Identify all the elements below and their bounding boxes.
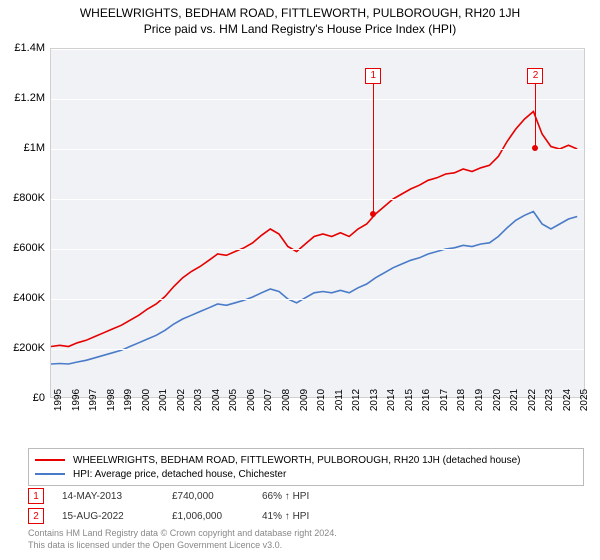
ytick-label: £1.2M: [14, 92, 45, 104]
chart-title: WHEELWRIGHTS, BEDHAM ROAD, FITTLEWORTH, …: [0, 0, 600, 20]
footer: Contains HM Land Registry data © Crown c…: [28, 528, 337, 551]
xtick-label: 2018: [456, 389, 467, 411]
xtick-label: 2005: [228, 389, 239, 411]
chart-area: 12 £0£200K£400K£600K£800K£1M£1.2M£1.4M19…: [50, 48, 585, 410]
footer-line-2: This data is licensed under the Open Gov…: [28, 540, 337, 552]
xtick-label: 2021: [509, 389, 520, 411]
xtick-label: 2025: [579, 389, 590, 411]
ytick-label: £400K: [13, 292, 45, 304]
xtick-label: 2022: [527, 389, 538, 411]
xtick-label: 2006: [246, 389, 257, 411]
marker-row: 1 14-MAY-2013 £740,000 66% ↑ HPI: [28, 486, 352, 506]
gridline: [51, 349, 584, 350]
chart-container: WHEELWRIGHTS, BEDHAM ROAD, FITTLEWORTH, …: [0, 0, 600, 560]
xtick-label: 2019: [474, 389, 485, 411]
legend-swatch-red: [35, 459, 65, 461]
xtick-label: 2001: [158, 389, 169, 411]
xtick-label: 2017: [439, 389, 450, 411]
xtick-label: 2007: [263, 389, 274, 411]
marker-box: 2: [527, 68, 543, 84]
marker-row: 2 15-AUG-2022 £1,006,000 41% ↑ HPI: [28, 506, 352, 526]
xtick-label: 1998: [106, 389, 117, 411]
ytick-label: £200K: [13, 342, 45, 354]
xtick-label: 2013: [369, 389, 380, 411]
gridline: [51, 149, 584, 150]
marker-pct: 41% ↑ HPI: [262, 511, 352, 522]
marker-pct: 66% ↑ HPI: [262, 491, 352, 502]
xtick-label: 2008: [281, 389, 292, 411]
xtick-label: 1995: [53, 389, 64, 411]
marker-box-1: 1: [28, 488, 44, 504]
marker-price: £740,000: [172, 491, 262, 502]
legend-swatch-blue: [35, 473, 65, 475]
markers-table: 1 14-MAY-2013 £740,000 66% ↑ HPI 2 15-AU…: [28, 486, 352, 526]
legend-label: HPI: Average price, detached house, Chic…: [73, 469, 286, 480]
gridline: [51, 249, 584, 250]
plot-svg: [51, 49, 586, 399]
marker-box: 1: [365, 68, 381, 84]
gridline: [51, 299, 584, 300]
xtick-label: 2011: [334, 389, 345, 411]
series-line: [51, 212, 577, 365]
legend-item: HPI: Average price, detached house, Chic…: [35, 467, 577, 481]
xtick-label: 2023: [544, 389, 555, 411]
legend-label: WHEELWRIGHTS, BEDHAM ROAD, FITTLEWORTH, …: [73, 455, 521, 466]
plot-area: 12: [50, 48, 585, 398]
xtick-label: 2002: [176, 389, 187, 411]
legend-item: WHEELWRIGHTS, BEDHAM ROAD, FITTLEWORTH, …: [35, 453, 577, 467]
marker-dot: [532, 145, 538, 151]
xtick-label: 2014: [386, 389, 397, 411]
xtick-label: 2004: [211, 389, 222, 411]
xtick-label: 1999: [123, 389, 134, 411]
marker-box-2: 2: [28, 508, 44, 524]
xtick-label: 2016: [421, 389, 432, 411]
xtick-label: 2010: [316, 389, 327, 411]
gridline: [51, 99, 584, 100]
xtick-label: 2012: [351, 389, 362, 411]
gridline: [51, 49, 584, 50]
marker-dot: [370, 211, 376, 217]
marker-price: £1,006,000: [172, 511, 262, 522]
xtick-label: 2009: [299, 389, 310, 411]
legend: WHEELWRIGHTS, BEDHAM ROAD, FITTLEWORTH, …: [28, 448, 584, 486]
xtick-label: 2024: [562, 389, 573, 411]
gridline: [51, 199, 584, 200]
xtick-label: 1996: [71, 389, 82, 411]
xtick-label: 2015: [404, 389, 415, 411]
marker-drop-line: [535, 84, 536, 148]
chart-subtitle: Price paid vs. HM Land Registry's House …: [0, 20, 600, 36]
marker-drop-line: [373, 84, 374, 214]
xtick-label: 2020: [492, 389, 503, 411]
ytick-label: £1M: [24, 142, 45, 154]
ytick-label: £0: [33, 392, 45, 404]
series-line: [51, 112, 577, 347]
ytick-label: £600K: [13, 242, 45, 254]
ytick-label: £800K: [13, 192, 45, 204]
marker-date: 15-AUG-2022: [62, 511, 172, 522]
xtick-label: 1997: [88, 389, 99, 411]
xtick-label: 2003: [193, 389, 204, 411]
footer-line-1: Contains HM Land Registry data © Crown c…: [28, 528, 337, 540]
ytick-label: £1.4M: [14, 42, 45, 54]
xtick-label: 2000: [141, 389, 152, 411]
marker-date: 14-MAY-2013: [62, 491, 172, 502]
